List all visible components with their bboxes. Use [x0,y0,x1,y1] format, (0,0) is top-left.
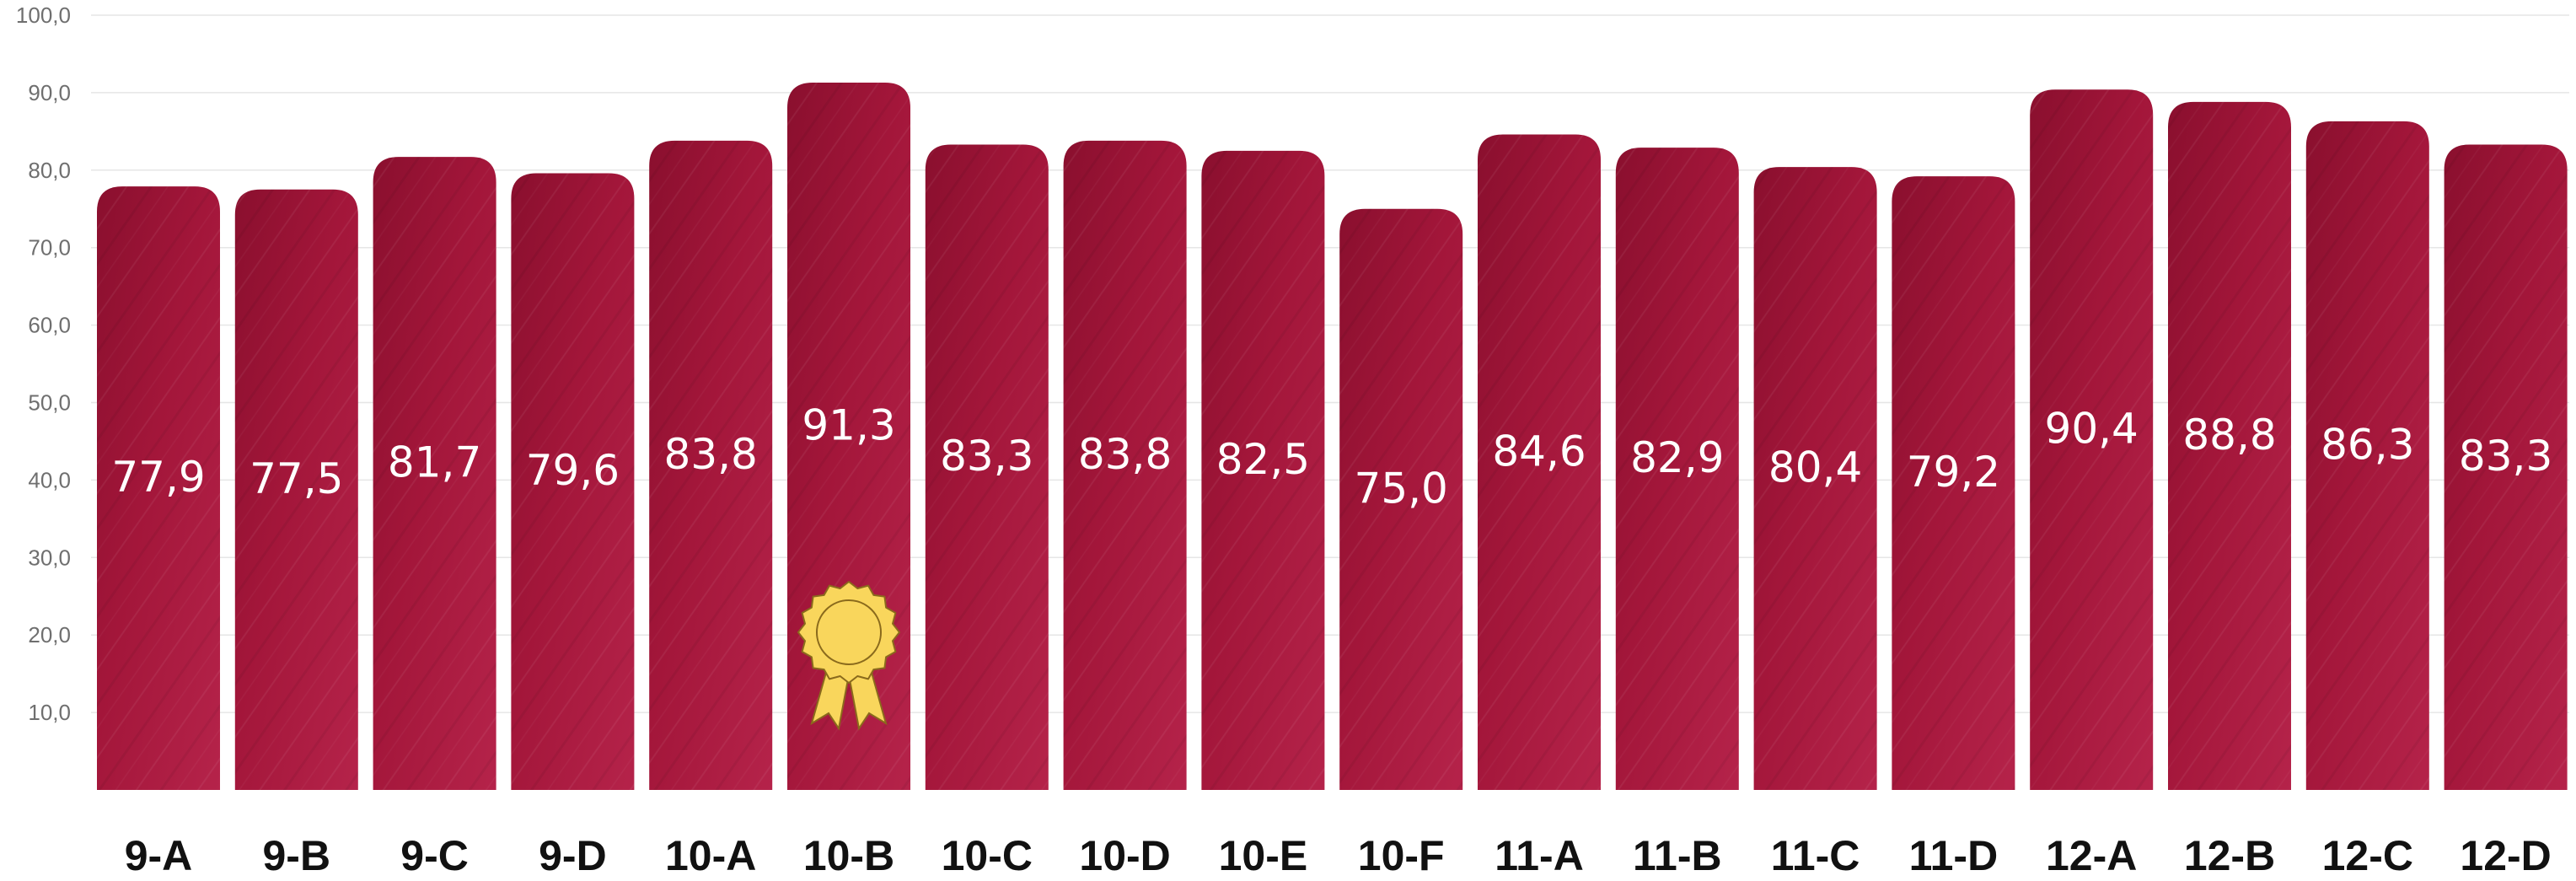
category-label: 9-C [400,832,469,879]
y-tick-label: 100,0 [16,3,71,28]
bar-value-label: 91,3 [802,400,895,449]
category-label: 11-D [1909,832,1999,879]
bar-texture [649,140,773,791]
bar-value-label: 75,0 [1355,464,1448,513]
bar-value-label: 86,3 [2321,420,2414,469]
bar-value-label: 88,8 [2182,411,2276,459]
bar-9-C [373,157,496,790]
bar-value-label: 80,4 [1768,443,1862,492]
y-tick-label: 10,0 [28,700,71,725]
bar-texture [1339,208,1463,790]
bar-texture [2168,101,2291,791]
bar-value-label: 82,9 [1630,433,1724,482]
bars [97,82,2568,791]
category-label: 10-F [1358,832,1445,879]
bar-value-label: 83,8 [664,430,758,479]
bar-10-A [649,140,773,791]
bar-value-label: 90,4 [2045,405,2139,454]
bar-10-E [1201,150,1325,790]
y-tick-label: 90,0 [28,80,71,105]
bar-texture [1478,134,1601,790]
category-label: 12-C [2322,832,2413,879]
bar-9-B [234,189,358,790]
value-labels: 77,9 77,5 81,7 79,6 83,8 91,3 83,3 83,8 82,5 75,0… [111,400,2552,513]
category-label: 10-B [803,832,894,879]
bar-texture [2444,144,2568,790]
x-axis-category-labels: 9-A 9-B 9-C 9-D 10-A 10-B 10-C 10-D 10-E 10-F 11-A… [125,832,2552,879]
rosette-center [816,599,882,665]
y-axis-tick-labels: 10,0 20,0 30,0 40,0 50,0 60,0 70,0 80,0 90,0 100,… [16,3,71,725]
bar-value-label: 83,3 [2459,432,2552,481]
bar-11-B [1615,148,1739,791]
bar-12-A [2030,89,2154,790]
bar-9-A [97,186,220,790]
bar-value-label: 82,5 [1216,435,1310,484]
bar-texture [925,144,1049,790]
bar-value-label: 83,8 [1078,430,1172,479]
category-label: 10-A [665,832,756,879]
y-tick-label: 70,0 [28,235,71,261]
bar-value-label: 79,6 [526,446,620,495]
y-tick-label: 30,0 [28,545,71,570]
bar-texture [511,173,635,790]
y-tick-label: 50,0 [28,390,71,416]
gridlines [91,14,2569,713]
bar-9-D [511,173,635,790]
bar-texture [97,186,220,790]
bar-value-label: 84,6 [1492,427,1586,475]
bar-value-label: 83,3 [940,432,1033,481]
bar-texture [1201,150,1325,790]
y-tick-label: 20,0 [28,622,71,647]
bar-value-label: 79,2 [1907,448,2000,497]
category-label: 9-B [263,832,331,879]
bar-10-F [1339,208,1463,790]
category-label: 11-C [1771,832,1860,879]
bar-texture [2305,121,2429,790]
award-ribbon-icon [797,581,900,731]
category-label: 9-D [539,832,607,879]
bar-11-A [1478,134,1601,790]
bar-texture [373,157,496,790]
category-label: 10-D [1079,832,1170,879]
bar-texture [1753,167,1877,790]
bar-texture [234,189,358,790]
category-label: 9-A [125,832,193,879]
bar-11-C [1753,167,1877,790]
bar-texture [1615,148,1739,791]
bar-11-D [1892,176,2015,791]
bar-texture [2030,89,2154,790]
bar-10-D [1063,140,1187,791]
bar-10-C [925,144,1049,790]
bar-texture [1892,176,2015,791]
category-label: 10-E [1219,832,1308,879]
category-label: 12-B [2184,832,2275,879]
bar-value-label: 77,5 [250,454,343,503]
bar-value-label: 77,9 [111,453,205,502]
bar-value-label: 81,7 [388,438,481,487]
category-label: 12-A [2046,832,2137,879]
bar-12-D [2444,144,2568,790]
category-label: 12-D [2460,832,2551,879]
category-label: 10-C [942,832,1033,879]
highlight-icons [797,581,900,731]
category-label: 11-B [1633,832,1722,879]
bar-texture [1063,140,1187,791]
y-tick-label: 60,0 [28,313,71,338]
y-tick-label: 40,0 [28,467,71,492]
y-tick-label: 80,0 [28,158,71,183]
bar-12-B [2168,101,2291,791]
bar-12-C [2305,121,2429,790]
category-label: 11-A [1495,832,1584,879]
